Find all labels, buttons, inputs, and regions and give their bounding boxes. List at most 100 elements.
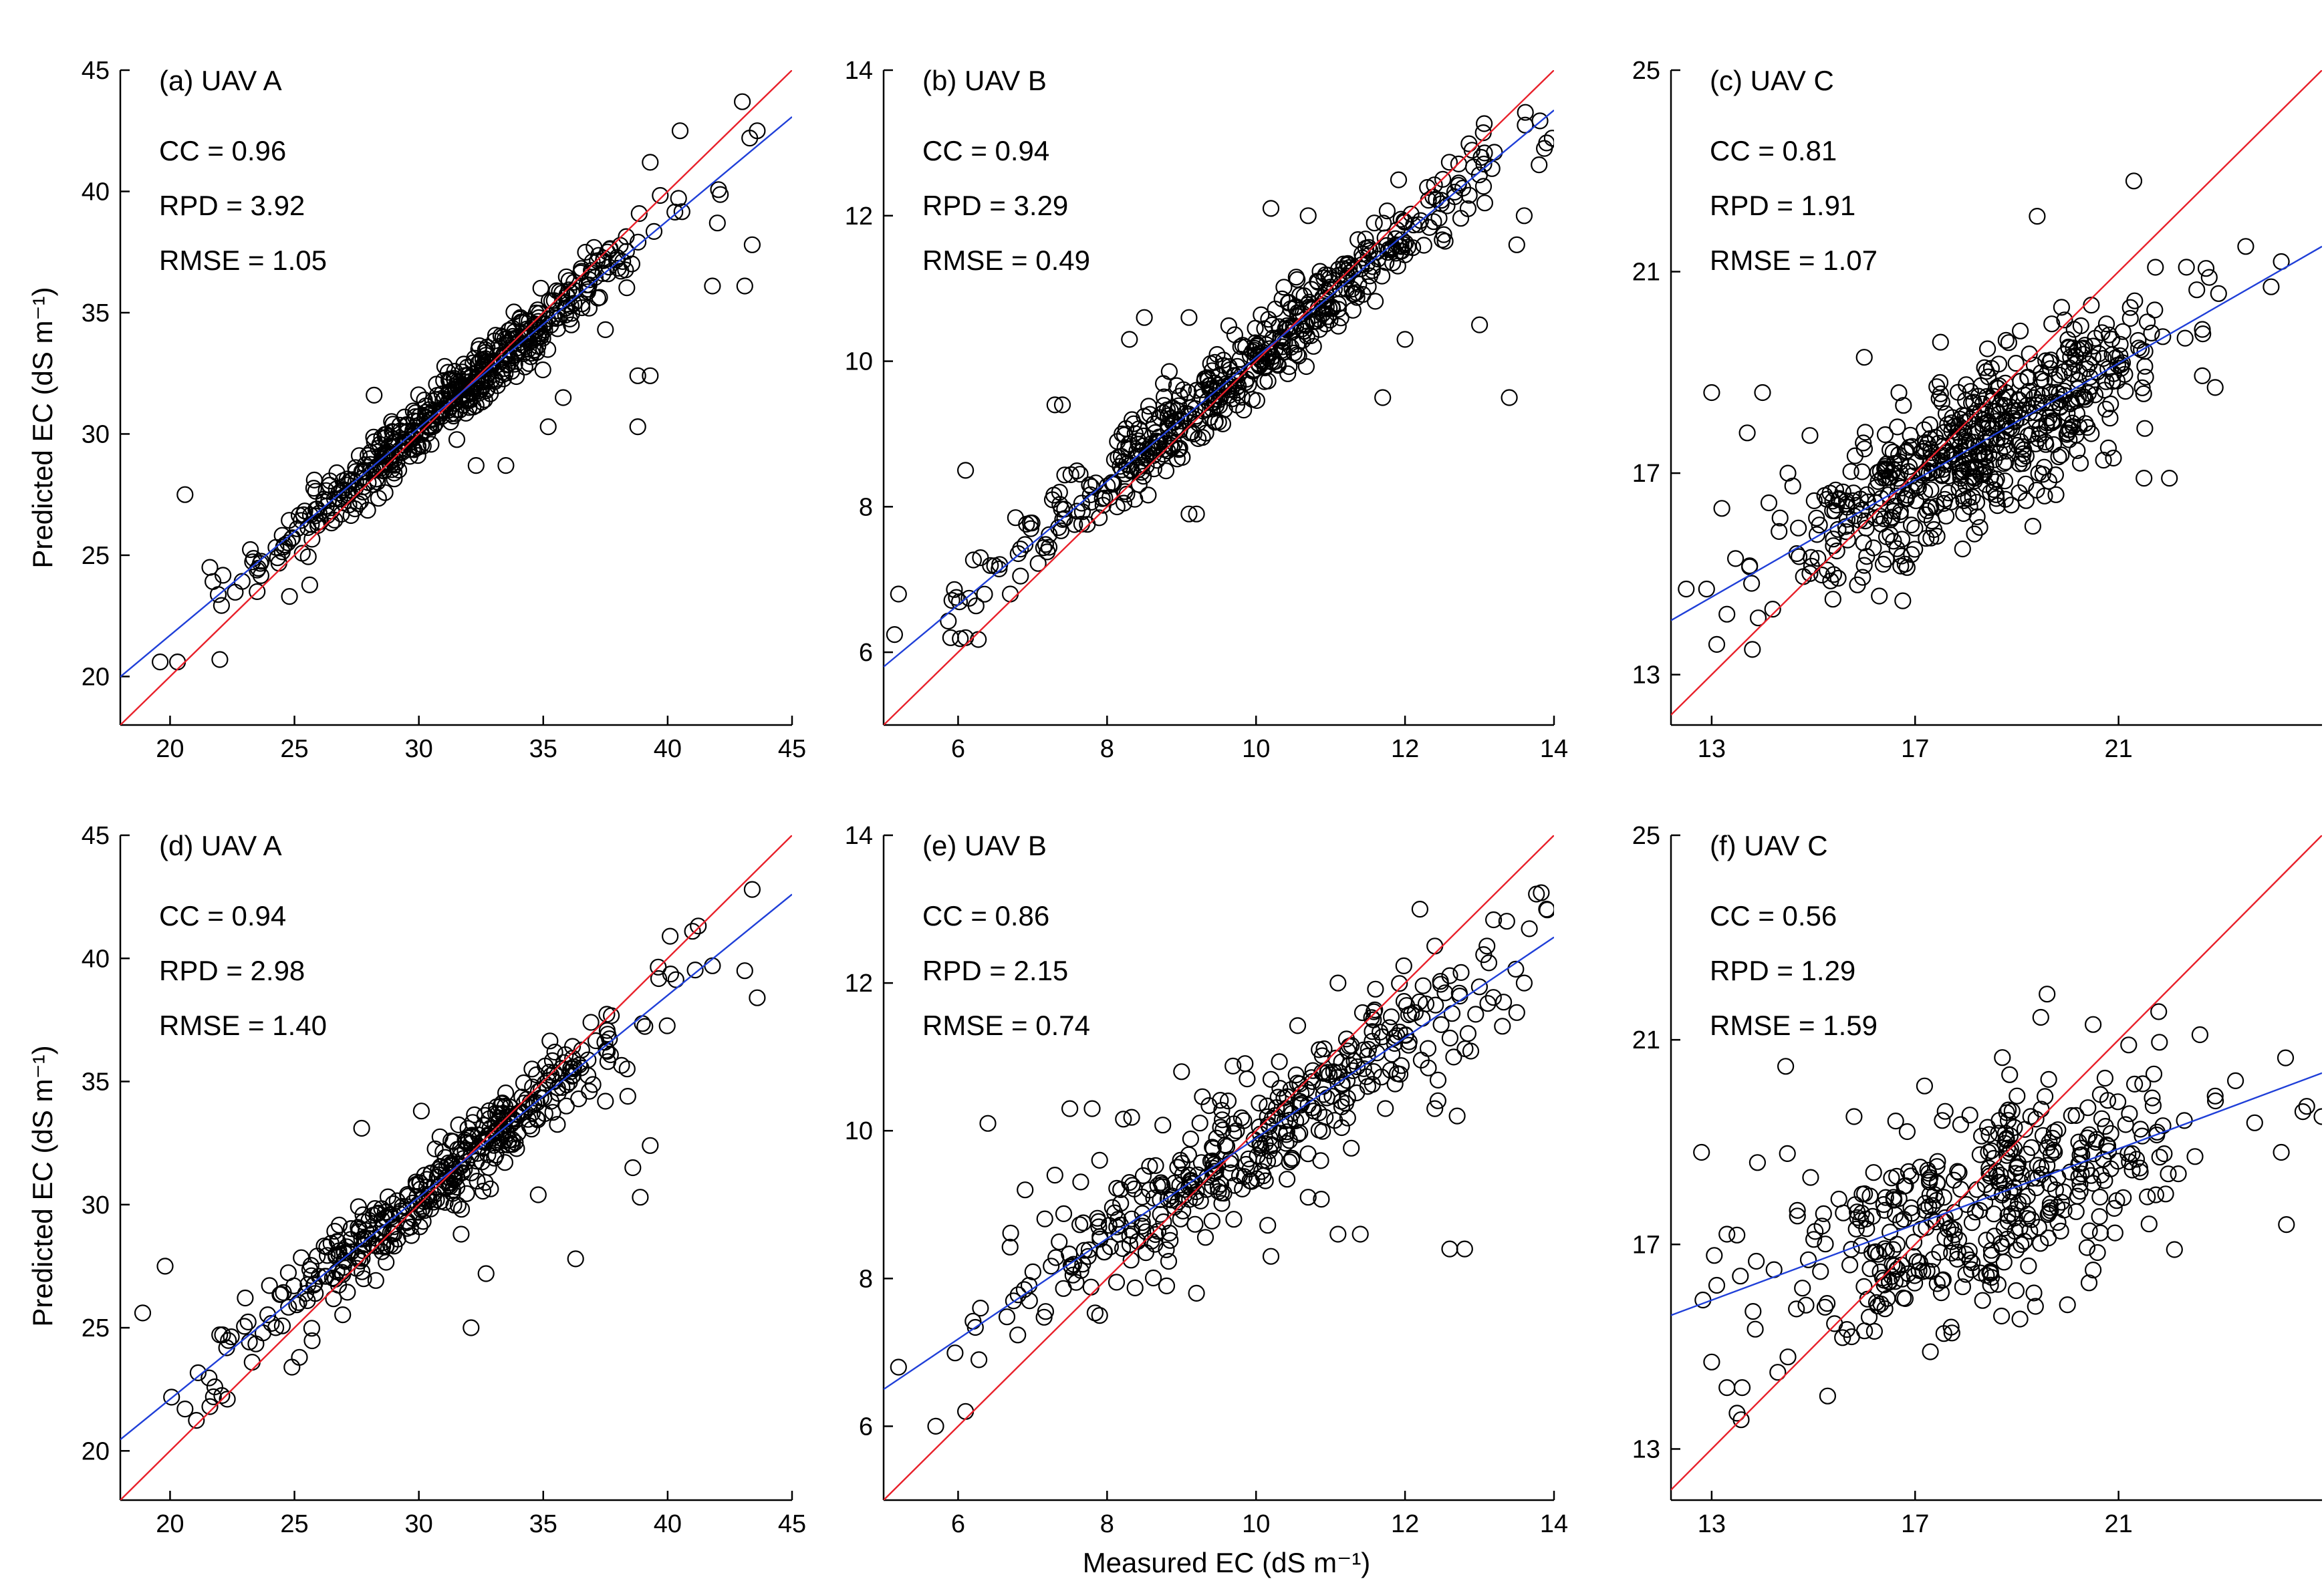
data-point [1839, 531, 1856, 549]
panels-root: 20 25 30 35 40 45 20 25 30 35 40 45 (a) UAV A CC = 0.… [82, 57, 2322, 1538]
data-point [1429, 1092, 1446, 1109]
data-point [1419, 178, 1436, 196]
data-point [946, 581, 963, 598]
data-point [1962, 383, 1979, 400]
y-tick-label: 10 [845, 1117, 873, 1145]
y-axis-title-bottom: Predicted EC (dS m⁻¹) [27, 1045, 58, 1326]
data-point [1843, 1240, 1860, 1258]
data-point [2055, 1183, 2073, 1201]
stat-rmse: RMSE = 0.74 [922, 1010, 1090, 1041]
data-point [2129, 331, 2147, 349]
data-point [2022, 1108, 2039, 1125]
data-point [539, 418, 557, 436]
data-point [1332, 309, 1349, 327]
data-point [2029, 386, 2046, 403]
data-point [378, 1254, 395, 1271]
stat-cc: CC = 0.86 [922, 900, 1049, 931]
data-point [1841, 1256, 1859, 1274]
panel-c: 13 17 21 13 17 21 25 (c) UAV C CC = 0.81 RPD = 1.… [1632, 57, 2322, 763]
data-point [489, 1105, 507, 1123]
data-point [1958, 1195, 1975, 1213]
data-point [1124, 1177, 1141, 1194]
data-point [1881, 1272, 1898, 1290]
data-point [1964, 488, 1981, 506]
data-point [1935, 1189, 1952, 1206]
data-point [2006, 1119, 2023, 1137]
data-point [1819, 1387, 1836, 1405]
stat-rmse: RMSE = 1.07 [1710, 245, 1878, 276]
data-point [1935, 494, 1952, 513]
data-point [557, 1046, 574, 1064]
data-point [1113, 461, 1131, 478]
data-point [2121, 1105, 2138, 1123]
data-point [1312, 1152, 1329, 1169]
data-point [2032, 1008, 2049, 1026]
data-point [388, 1192, 406, 1209]
data-point [1395, 212, 1413, 230]
data-point [1939, 1220, 1956, 1238]
data-point [2069, 1187, 2086, 1205]
data-point [1037, 1303, 1055, 1320]
data-point [1196, 1229, 1214, 1246]
data-point [1208, 345, 1226, 364]
data-point [2027, 1298, 2044, 1315]
data-point [353, 1119, 370, 1137]
data-point [1897, 444, 1914, 461]
data-point [1943, 1233, 1960, 1250]
data-point [1452, 964, 1470, 982]
data-point [2007, 354, 2025, 372]
data-point [598, 1042, 615, 1059]
data-point [1397, 1026, 1414, 1044]
data-point [2136, 357, 2154, 375]
x-tick-label: 14 [1540, 1510, 1568, 1538]
data-point [1262, 1248, 1280, 1265]
data-point [2070, 1155, 2087, 1173]
data-point [890, 585, 907, 603]
data-point [708, 214, 726, 232]
data-point [1147, 1157, 1164, 1174]
data-point [1205, 394, 1223, 412]
data-point [1135, 468, 1152, 485]
data-point [1071, 1216, 1089, 1234]
data-point [1180, 505, 1198, 523]
data-point [1531, 156, 1548, 174]
data-point [1888, 1236, 1906, 1253]
data-point [438, 1168, 457, 1185]
data-point [2063, 1107, 2080, 1125]
data-point [1009, 1326, 1027, 1344]
data-point [1968, 508, 1986, 525]
data-point [1913, 443, 1930, 460]
data-point [350, 447, 368, 464]
data-point [259, 1306, 277, 1324]
data-point [497, 456, 515, 474]
data-point [2097, 315, 2115, 333]
data-point [1133, 1217, 1151, 1235]
data-point [1136, 309, 1153, 326]
data-point [1053, 396, 1071, 414]
data-point [2076, 336, 2093, 354]
data-point [1936, 1209, 1954, 1226]
data-point [237, 1289, 254, 1307]
data-point [1283, 1151, 1301, 1169]
x-tick-label: 21 [2104, 1510, 2132, 1538]
panel-d: 20 25 30 35 40 45 20 25 30 35 40 45 (d) UAV A CC = 0.… [82, 822, 806, 1538]
data-point [1738, 424, 1756, 442]
data-point [2028, 1179, 2045, 1197]
data-point [1812, 1263, 1829, 1280]
data-point [1980, 1126, 1998, 1143]
panel-title: (e) UAV B [922, 830, 1047, 861]
data-point [1212, 1091, 1229, 1109]
data-point [1237, 1055, 1254, 1072]
data-point [2178, 259, 2195, 276]
data-point [1329, 974, 1347, 992]
data-point [1315, 269, 1333, 287]
data-point [2086, 386, 2104, 404]
data-point [2151, 1034, 2168, 1051]
data-point [405, 412, 422, 430]
data-point [618, 228, 635, 245]
data-point [325, 1290, 342, 1308]
data-point [1819, 1294, 1836, 1312]
data-point [428, 376, 445, 393]
data-point [2005, 1179, 2023, 1196]
data-point [1845, 1108, 1863, 1125]
